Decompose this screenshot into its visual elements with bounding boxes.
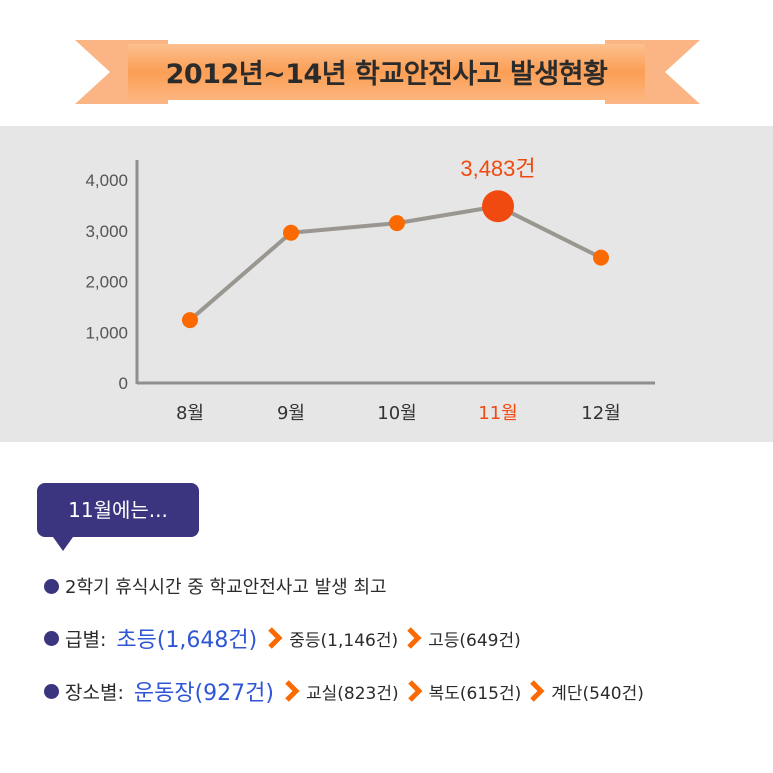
bullet-text: 2학기 휴식시간 중 학교안전사고 발생 최고	[65, 577, 387, 598]
bullet-item: 계단(540건)	[551, 683, 644, 704]
data-point	[283, 224, 299, 241]
x-tick-label: 10월	[377, 403, 416, 424]
page-title: 2012년~14년 학교안전사고 발생현황	[165, 59, 608, 90]
bullet-dot-icon	[44, 578, 59, 594]
bullet-dot-icon	[44, 630, 59, 646]
y-tick-label: 0	[119, 374, 128, 393]
ribbon-band	[128, 44, 645, 100]
bullet-dot-icon	[44, 683, 59, 699]
title-ribbon	[75, 40, 700, 104]
data-point	[182, 312, 198, 329]
chevron-right-icon	[530, 680, 545, 702]
x-tick-label: 9월	[277, 403, 305, 424]
chevron-right-icon	[407, 680, 423, 702]
bullet-label: 장소별:	[65, 681, 124, 704]
y-tick-label: 4,000	[85, 171, 128, 190]
y-tick-label: 1,000	[85, 323, 128, 342]
bubble-text: 11월에는...	[68, 498, 168, 522]
bullet-item: 고등(649건)	[428, 630, 521, 651]
bullet-item-level: 급별: 초등(1,648건) 중등(1,146건) 고등(649건)	[44, 622, 527, 654]
line-chart: 0 1,000 2,000 3,000 4,000 3,483건 8월 9월 10월 11월 1…	[85, 156, 655, 424]
y-tick-label: 2,000	[85, 273, 128, 292]
bullet-highlight: 운동장(927건)	[133, 681, 274, 706]
data-point	[593, 249, 609, 266]
chevron-right-icon	[285, 680, 300, 702]
chevron-right-icon	[268, 627, 283, 649]
bullet-item-place: 장소별: 운동장(927건) 교실(823건) 복도(615건) 계단(540건…	[44, 675, 650, 707]
x-tick-label: 11월	[478, 403, 517, 424]
x-tick-label: 8월	[176, 403, 204, 424]
data-point	[389, 215, 405, 232]
bullet-item-summary: 2학기 휴식시간 중 학교안전사고 발생 최고	[44, 573, 387, 599]
chevron-right-icon	[407, 627, 422, 649]
chart-panel: 0 1,000 2,000 3,000 4,000 3,483건 8월 9월 10월 11월 1…	[0, 126, 773, 442]
bullet-highlight: 초등(1,648건)	[116, 628, 258, 653]
bullet-item: 교실(823건)	[305, 683, 399, 704]
highlight-point	[482, 190, 514, 223]
x-tick-label: 12월	[581, 403, 620, 424]
bullet-label: 급별:	[65, 628, 107, 651]
bullet-item: 중등(1,146건)	[289, 630, 399, 651]
month-callout-bubble: 11월에는...	[37, 483, 199, 551]
y-tick-label: 3,000	[85, 222, 128, 241]
highlight-value-label: 3,483건	[460, 156, 535, 181]
bullet-item: 복도(615건)	[428, 683, 522, 704]
